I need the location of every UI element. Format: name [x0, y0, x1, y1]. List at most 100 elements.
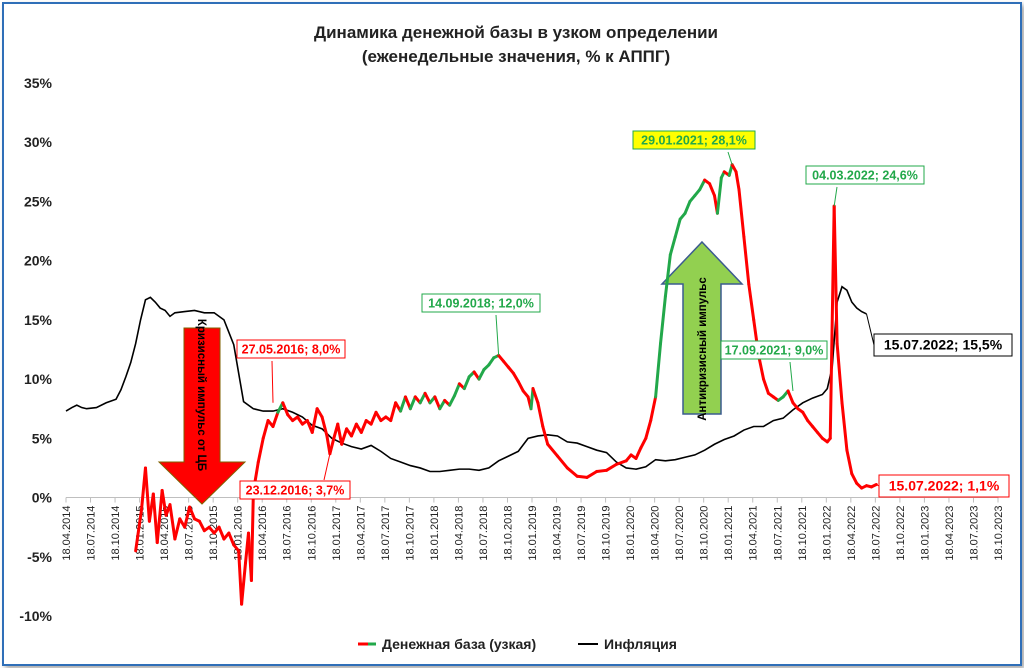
money-base-segment	[315, 407, 324, 419]
y-tick-label: 35%	[24, 75, 53, 91]
annotation-box	[421, 293, 541, 313]
x-tick-label: 18.01.2017	[331, 506, 343, 561]
money-base-segment	[605, 462, 618, 472]
x-tick-label: 18.10.2021	[797, 506, 809, 561]
y-tick-label: 20%	[24, 253, 53, 269]
y-tick-label: 30%	[24, 134, 53, 150]
x-tick-label: 18.01.2018	[429, 506, 441, 561]
money-base-segment	[261, 419, 270, 440]
x-tick-label: 18.01.2023	[919, 506, 931, 561]
annotations: 29.01.2021; 28,1% 04.03.2022; 24,6% 14.09.…	[236, 130, 1013, 500]
x-tick-label: 18.10.2020	[699, 506, 711, 561]
money-base-segment	[173, 517, 182, 541]
x-tick-label: 18.04.2016	[257, 506, 269, 561]
annotation-label: 04.03.2022; 24,6%	[812, 169, 918, 183]
money-base-segment	[644, 419, 653, 440]
money-base-segment	[433, 395, 442, 411]
money-base-segment	[786, 389, 795, 405]
legend-label-money: Денежная база (узкая)	[382, 636, 536, 652]
money-base-segment	[310, 407, 319, 434]
x-tick-label: 18.07.2017	[380, 506, 392, 561]
annotation-label: 23.12.2016; 3,7%	[246, 484, 345, 498]
annotation-label: 15.07.2022; 15,5%	[884, 337, 1003, 353]
legend-label-inflation: Инфляция	[604, 636, 677, 652]
money-base-segment	[448, 394, 456, 407]
money-base-segment	[403, 395, 412, 411]
money-base-segment	[742, 235, 751, 286]
money-base-segment	[340, 427, 349, 446]
annotation-label: 17.09.2021; 9,0%	[725, 344, 824, 358]
money-base-segment	[663, 253, 672, 298]
x-tick-label: 18.10.2017	[404, 506, 416, 561]
annotation-leader	[495, 314, 500, 356]
chart-svg: Динамика денежной базы в узком определен…	[19, 23, 1013, 652]
annotation-box	[236, 339, 346, 359]
x-tick-label: 18.01.2019	[527, 506, 539, 561]
annotation-leader	[271, 360, 274, 403]
money-base-segment	[840, 401, 849, 452]
y-tick-label: 5%	[32, 430, 53, 446]
money-base-segment	[160, 488, 168, 517]
annotation-leader	[789, 361, 794, 392]
money-base-segment	[734, 170, 741, 192]
inflation-line	[65, 285, 867, 473]
x-tick-label: 18.07.2023	[968, 506, 980, 561]
money-base-segment	[240, 561, 248, 606]
money-base-segment	[143, 466, 151, 523]
x-tick-label: 18.10.2016	[306, 506, 318, 561]
annotation-label: 15.07.2022; 1,1%	[889, 478, 1000, 494]
x-tick-label: 18.01.2020	[625, 506, 637, 561]
money-base-segment	[595, 468, 609, 473]
money-base-segment	[698, 178, 707, 192]
money-base-segment	[438, 398, 447, 411]
x-tick-label: 18.04.2017	[355, 506, 367, 561]
money-base-segment	[614, 459, 628, 466]
money-base-segment	[850, 472, 859, 485]
annotation-box	[878, 474, 1010, 498]
money-base-segment	[531, 387, 540, 405]
anticrisis-impulse-label: Антикризисный импульс	[697, 277, 709, 421]
money-base-segment	[556, 454, 569, 470]
money-base-segment	[256, 436, 265, 464]
money-base-segment	[832, 204, 839, 346]
money-base-segment	[359, 419, 368, 434]
x-tick-label: 18.04.2018	[453, 506, 465, 561]
money-base-segment	[183, 505, 192, 529]
money-base-segment	[536, 401, 545, 428]
impulse-arrows: Кризисный импульс от ЦБ Антикризисный имп…	[157, 240, 744, 505]
money-base-segment	[869, 483, 878, 489]
money-base-segment	[281, 401, 290, 417]
annotation-label: 29.01.2021; 28,1%	[641, 134, 747, 148]
money-base-segment	[227, 531, 236, 547]
money-base-segment	[217, 525, 226, 541]
x-tick-label: 18.10.2019	[601, 506, 613, 561]
x-tick-label: 18.01.2022	[821, 506, 833, 561]
money-base-segment	[452, 382, 461, 398]
money-base-segment	[654, 342, 663, 399]
annotation-leader	[323, 453, 331, 481]
x-tick-label: 18.07.2014	[86, 506, 98, 561]
money-base-segment	[835, 342, 844, 405]
money-base-segment	[683, 199, 692, 215]
money-base-segment	[801, 410, 810, 423]
annotation-box	[239, 480, 351, 500]
y-axis: 35% 30% 25% 20% 15% 10% 5% 0% -5% -10%	[19, 75, 52, 624]
money-base-segment	[737, 188, 746, 239]
x-tick-label: 18.07.2021	[772, 506, 784, 561]
annotation-box	[720, 340, 828, 360]
money-base-segment	[715, 176, 723, 215]
y-tick-label: 15%	[24, 312, 53, 328]
annotation-leader	[727, 151, 733, 165]
money-base-segment	[673, 217, 682, 239]
chart-title: Динамика денежной базы в узком определен…	[314, 23, 718, 42]
money-base-segment	[389, 401, 398, 423]
x-tick-label: 18.01.2021	[723, 506, 735, 561]
money-base-segment	[565, 466, 579, 478]
money-base-segment	[197, 519, 206, 533]
money-base-segment	[649, 395, 658, 423]
x-tick-label: 18.07.2019	[576, 506, 588, 561]
money-base-segment	[541, 424, 550, 446]
x-tick-label: 18.04.2014	[61, 506, 73, 561]
money-base-segment	[349, 422, 358, 438]
